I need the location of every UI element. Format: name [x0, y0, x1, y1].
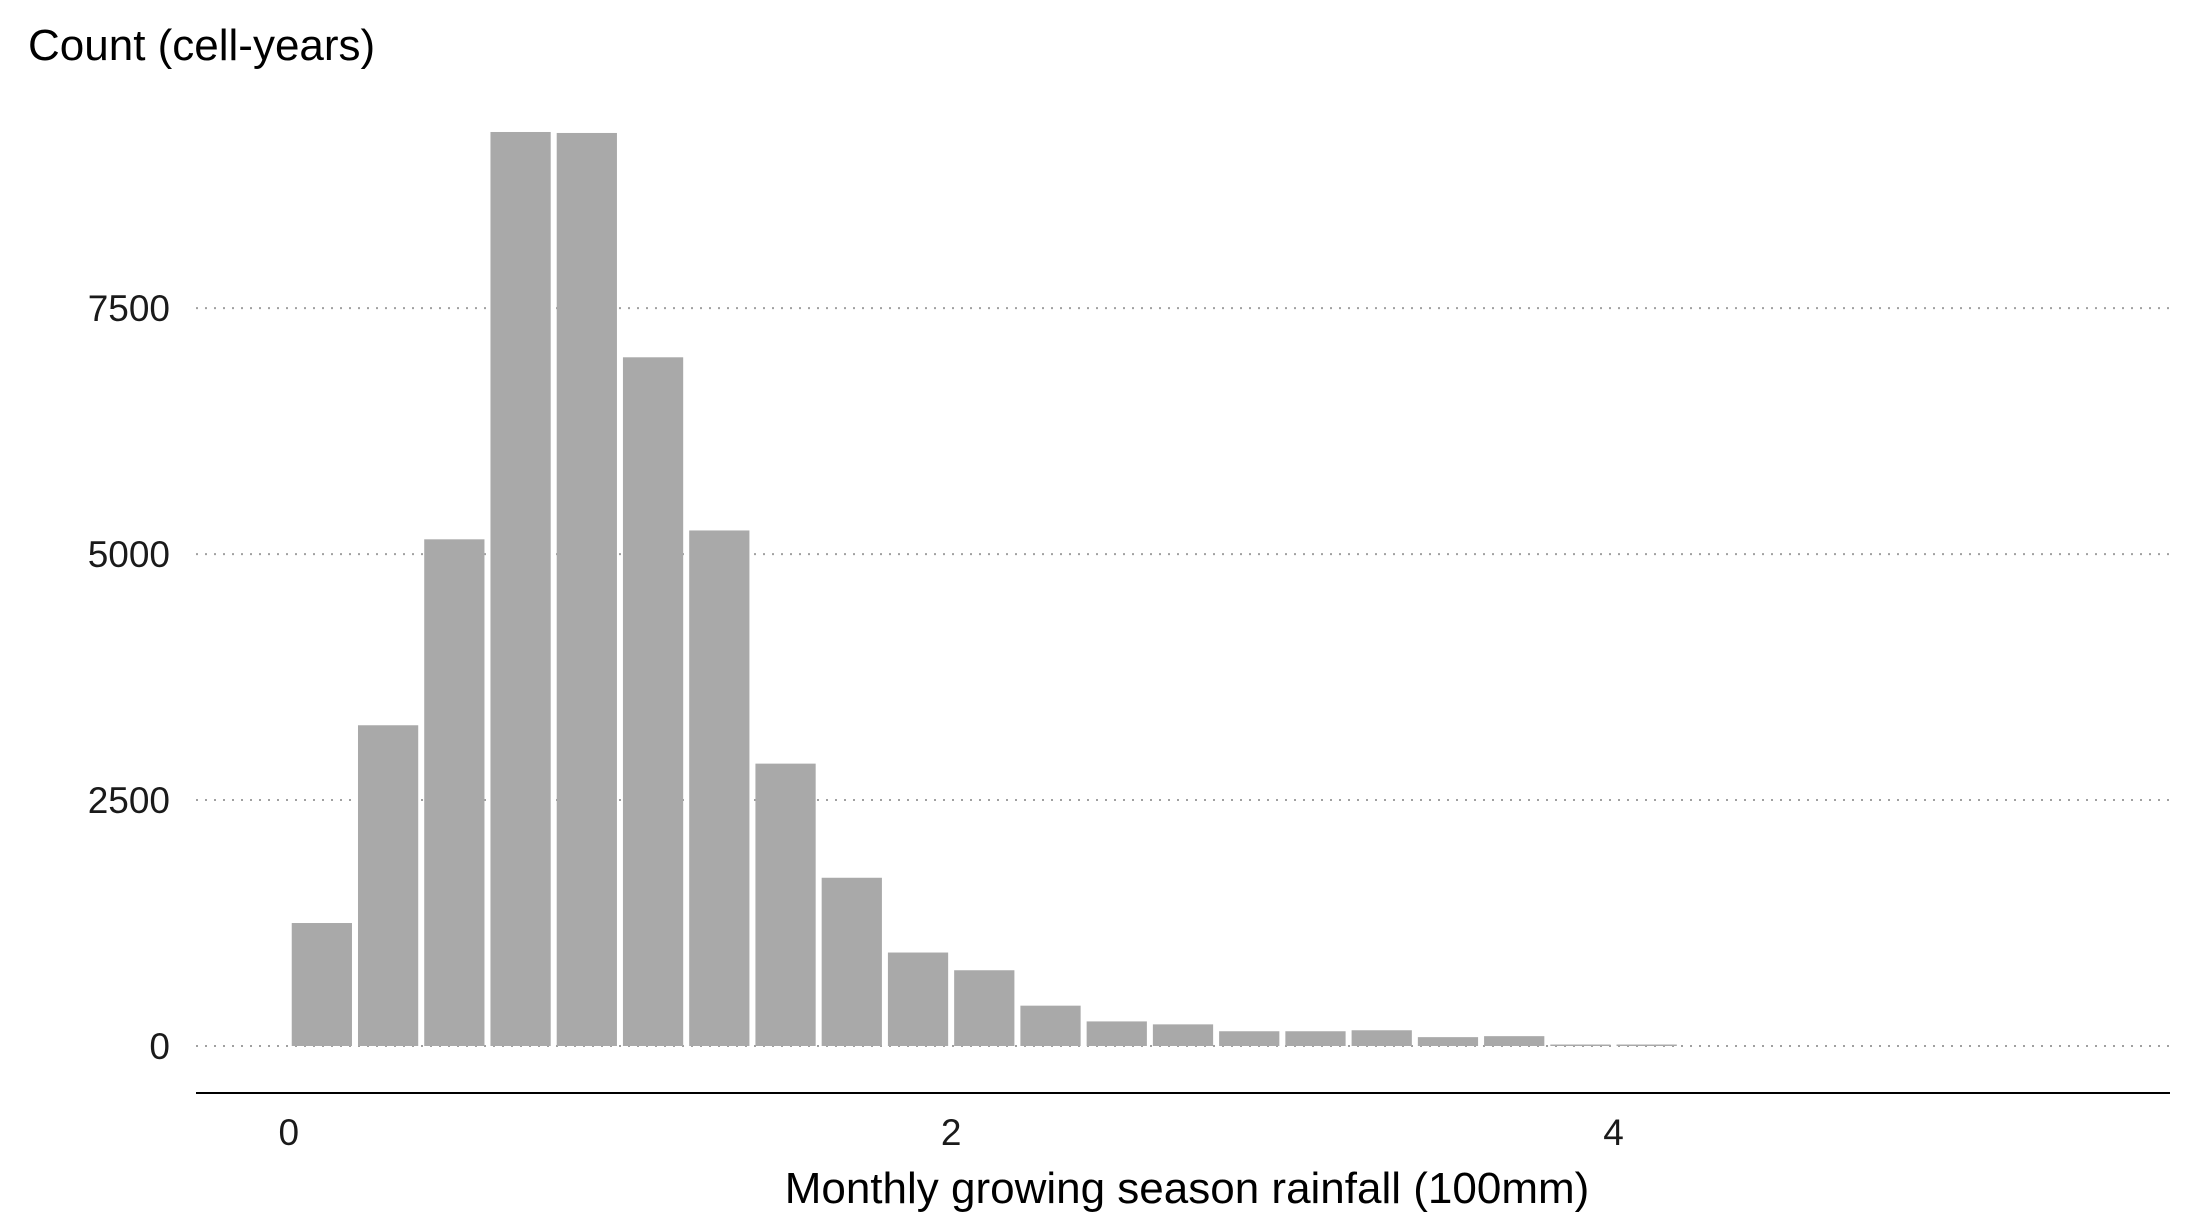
histogram-bar: [1285, 1031, 1346, 1046]
histogram-bar: [1020, 1005, 1081, 1046]
histogram-bar: [755, 763, 816, 1046]
histogram-bar: [689, 530, 750, 1046]
histogram-bar: [887, 952, 949, 1046]
y-tick-label: 2500: [88, 780, 170, 821]
y-tick-label: 7500: [88, 288, 170, 329]
histogram-bar: [1152, 1024, 1214, 1046]
x-tick-labels: 0 2 4: [278, 1112, 1623, 1153]
bars: [291, 131, 1677, 1047]
histogram-bar: [556, 132, 617, 1046]
x-tick-label: 0: [278, 1112, 299, 1153]
histogram-bar: [1417, 1037, 1479, 1046]
histogram-bar: [424, 539, 485, 1046]
x-tick-label: 2: [941, 1112, 962, 1153]
histogram-bar: [954, 970, 1015, 1046]
histogram-bar: [622, 357, 684, 1047]
x-axis-title: Monthly growing season rainfall (100mm): [785, 1164, 1590, 1213]
y-axis-title: Count (cell-years): [28, 21, 375, 70]
histogram-bar: [1351, 1030, 1412, 1046]
y-tick-label: 5000: [88, 534, 170, 575]
y-tick-labels: 0 2500 5000 7500: [88, 288, 170, 1067]
histogram-bar: [1086, 1021, 1147, 1046]
histogram-bar: [1550, 1044, 1611, 1046]
x-tick-label: 4: [1603, 1112, 1624, 1153]
histogram-bar: [821, 877, 882, 1046]
histogram-bar: [1484, 1036, 1545, 1046]
y-tick-label: 0: [149, 1026, 170, 1067]
histogram-bar: [1616, 1044, 1677, 1046]
histogram-bar: [490, 131, 551, 1046]
histogram-bar: [291, 923, 352, 1046]
histogram-bar: [1219, 1031, 1280, 1046]
histogram-bar: [357, 725, 419, 1046]
